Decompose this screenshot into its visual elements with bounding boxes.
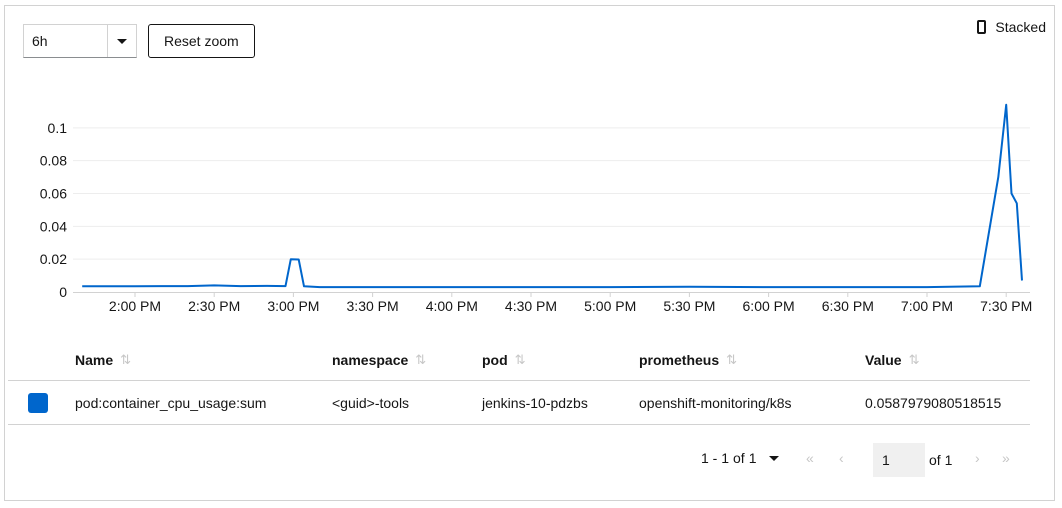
page-number-input[interactable] xyxy=(873,443,925,477)
time-span-select[interactable]: 6h xyxy=(23,24,137,58)
pagination-of-label: of xyxy=(733,450,745,466)
series-swatch-icon[interactable] xyxy=(28,392,48,413)
caret-down-icon xyxy=(768,455,779,461)
caret-down-icon xyxy=(117,38,127,44)
cell-value: 0.0587979080518515 xyxy=(865,394,1002,411)
x-tick-label: 2:00 PM xyxy=(109,298,161,314)
x-tick-label: 6:00 PM xyxy=(743,298,795,314)
stacked-checkbox[interactable] xyxy=(977,20,987,34)
x-tick-label: 7:00 PM xyxy=(901,298,953,314)
column-header-value[interactable]: Value ⇅ xyxy=(865,352,920,368)
x-tick-label: 4:00 PM xyxy=(426,298,478,314)
metrics-line-chart[interactable]: 0 0.02 0.04 0.06 0.08 0.1 2:00 PM 2:30 PM 3:00 P… xyxy=(0,0,1062,330)
sort-icon[interactable]: ⇅ xyxy=(120,352,132,367)
series-color-swatch[interactable] xyxy=(28,381,48,424)
pagination-range-toggle[interactable]: 1 - 1 of 1 xyxy=(701,441,779,475)
page-of-total: of 1 xyxy=(929,452,953,468)
column-header-prometheus[interactable]: prometheus ⇅ xyxy=(639,352,738,368)
cell-prometheus: openshift-monitoring/k8s xyxy=(639,394,792,411)
pagination-total: 1 xyxy=(748,450,757,466)
stacked-label: Stacked xyxy=(995,19,1046,35)
metrics-panel xyxy=(4,5,1055,501)
y-tick-label: 0 xyxy=(59,284,67,300)
column-header-namespace[interactable]: namespace ⇅ xyxy=(332,352,427,368)
pagination: 1 - 1 of 1 « ‹ of 1 › » xyxy=(0,441,1062,477)
next-page-icon[interactable]: › xyxy=(975,450,980,466)
y-tick-label: 0.08 xyxy=(40,153,67,169)
x-tick-label: 6:30 PM xyxy=(822,298,874,314)
x-tick-label: 4:30 PM xyxy=(505,298,557,314)
y-tick-label: 0.02 xyxy=(40,251,67,267)
x-tick-label: 5:30 PM xyxy=(663,298,715,314)
first-page-icon[interactable]: « xyxy=(806,450,814,466)
y-tick-label: 0.04 xyxy=(40,218,67,234)
sort-icon[interactable]: ⇅ xyxy=(514,352,526,367)
cell-name: pod:container_cpu_usage:sum xyxy=(75,394,267,411)
x-tick-label: 2:30 PM xyxy=(188,298,240,314)
cell-namespace: <guid>-tools xyxy=(332,394,410,411)
table-row: pod:container_cpu_usage:sum <guid>-tools… xyxy=(8,381,1030,425)
chart-toolbar: 6h Reset zoom xyxy=(23,24,255,58)
y-tick-label: 0.1 xyxy=(48,120,68,136)
x-tick-label: 3:00 PM xyxy=(267,298,319,314)
x-tick-label: 3:30 PM xyxy=(347,298,399,314)
sort-icon[interactable]: ⇅ xyxy=(726,352,738,367)
metrics-table: Name ⇅ namespace ⇅ pod ⇅ prometheus ⇅ Value ⇅… xyxy=(8,340,1030,425)
time-span-value[interactable]: 6h xyxy=(32,33,48,49)
sort-icon[interactable]: ⇅ xyxy=(415,352,427,367)
last-page-icon[interactable]: » xyxy=(1002,450,1010,466)
y-tick-label: 0.06 xyxy=(40,186,67,202)
stacked-toggle[interactable]: Stacked xyxy=(977,19,1046,35)
cell-pod: jenkins-10-pdzbs xyxy=(482,394,588,411)
time-span-dropdown-toggle[interactable] xyxy=(107,25,136,57)
x-tick-label: 7:30 PM xyxy=(980,298,1032,314)
series-line[interactable] xyxy=(82,103,1023,289)
pagination-range: 1 - 1 xyxy=(701,450,730,466)
column-header-pod[interactable]: pod ⇅ xyxy=(482,352,526,368)
column-header-name[interactable]: Name ⇅ xyxy=(75,352,132,368)
sort-icon[interactable]: ⇅ xyxy=(908,352,920,367)
previous-page-icon[interactable]: ‹ xyxy=(839,450,844,466)
table-header-row: Name ⇅ namespace ⇅ pod ⇅ prometheus ⇅ Value ⇅ xyxy=(8,340,1030,381)
x-tick-label: 5:00 PM xyxy=(584,298,636,314)
reset-zoom-button[interactable]: Reset zoom xyxy=(148,24,255,58)
